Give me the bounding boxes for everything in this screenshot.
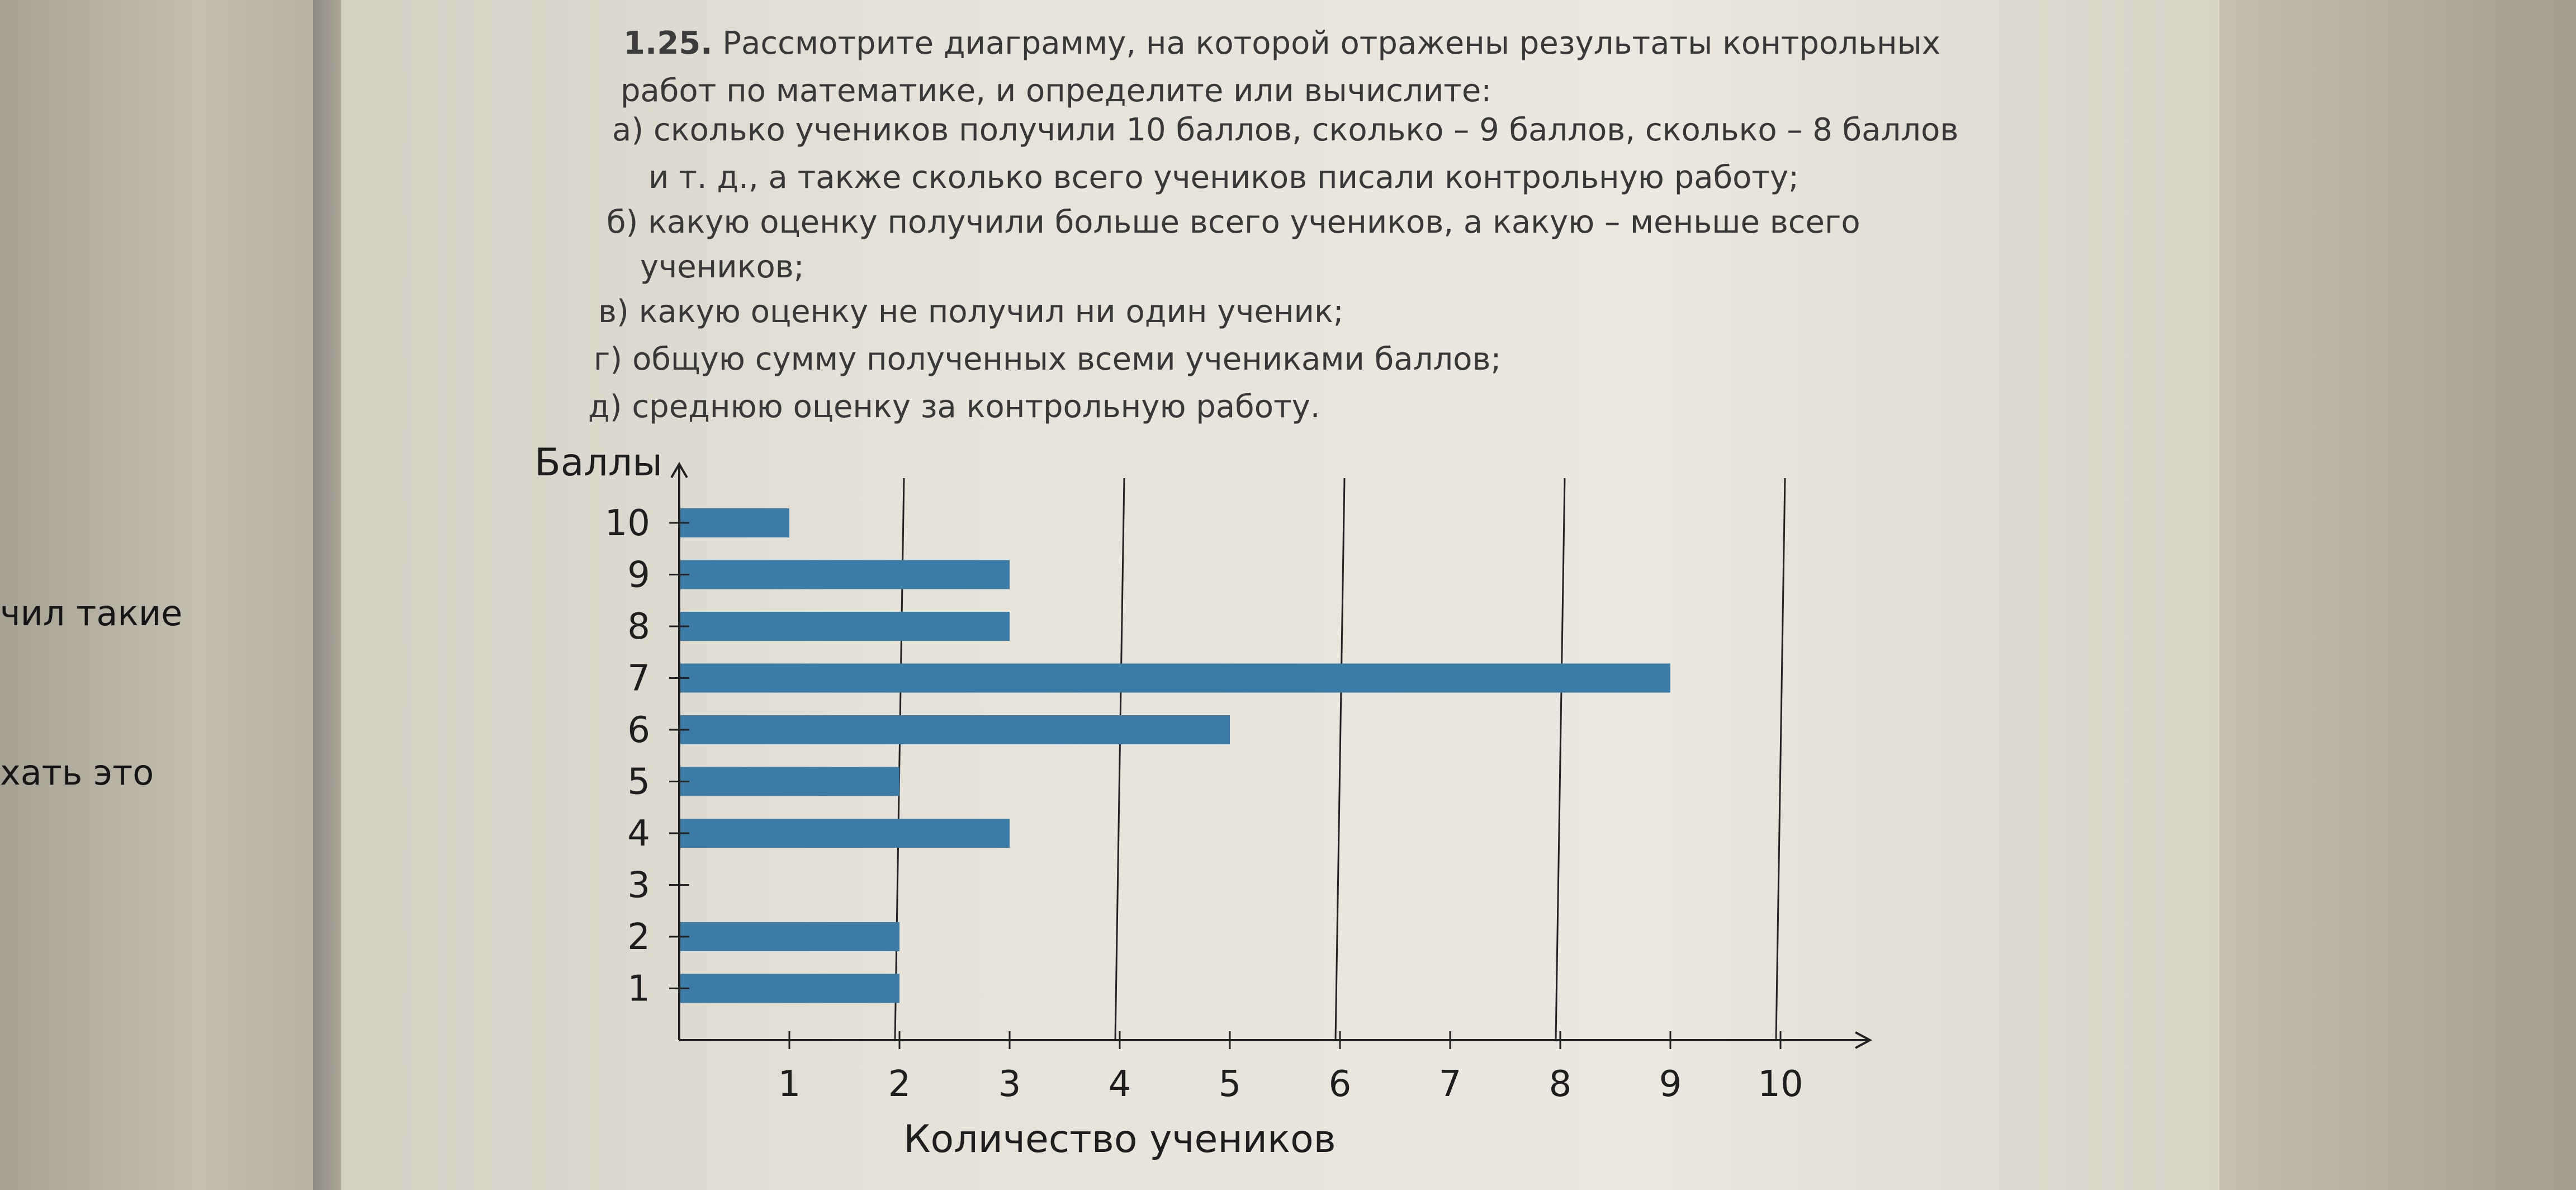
y-tick-label-6: 6: [627, 710, 650, 751]
bar-9: [679, 560, 1010, 589]
x-axis-arrow: [1855, 1031, 1873, 1049]
left-page-text-line-2: хать это: [0, 752, 154, 793]
y-tick-label-8: 8: [627, 606, 650, 648]
task-item-a-line-1: а) сколько учеников получили 10 баллов, …: [612, 112, 1959, 148]
right-page: [341, 0, 2219, 1190]
y-tick-label-9: 9: [627, 555, 650, 596]
chart-labels: 1 2 3 4 5 6 7 8 9 10 1 2 3 4 5 6 7 8 9 10 Баллы Количество уч…: [534, 441, 1803, 1161]
y-tick-label-4: 4: [627, 813, 650, 854]
y-tick-label-3: 3: [627, 865, 650, 906]
y-axis-arrow: [670, 462, 688, 479]
grid-line-x-10: [1775, 478, 1786, 1041]
x-tick-label-4: 4: [1109, 1064, 1131, 1105]
y-tick-label-2: 2: [627, 917, 650, 958]
bar-8: [679, 612, 1010, 641]
x-tick-label-3: 3: [998, 1064, 1021, 1105]
task-intro-text: Рассмотрите диаграмму, на которой отраже…: [722, 25, 1940, 62]
y-tick-label-5: 5: [627, 762, 650, 803]
x-axis-title: Количество учеников: [903, 1117, 1336, 1161]
y-axis-title: Баллы: [534, 441, 662, 485]
bar-1: [679, 974, 899, 1003]
x-tick-label-8: 8: [1549, 1064, 1572, 1105]
grid-line-x-4: [1114, 478, 1125, 1041]
x-tick-label-5: 5: [1219, 1064, 1242, 1105]
bar-6: [679, 715, 1230, 744]
task-item-d: г) общую сумму полученных всеми ученикам…: [594, 341, 1502, 377]
chart-grid: [894, 478, 1786, 1041]
task-item-e: д) среднюю оценку за контрольную работу.: [588, 389, 1320, 425]
bar-4: [679, 819, 1010, 848]
x-tick-label-7: 7: [1439, 1064, 1462, 1105]
y-tick-label-7: 7: [627, 658, 650, 700]
task-intro-line-1: 1.25. Рассмотрите диаграмму, на которой …: [623, 25, 1940, 62]
task-item-b-line-1: б) какую оценку получили больше всего уч…: [607, 204, 1860, 240]
x-tick-label-6: 6: [1329, 1064, 1352, 1105]
task-item-a-line-2: и т. д., а также сколько всего учеников …: [648, 159, 1799, 196]
bar-7: [679, 663, 1670, 693]
x-tick-label-9: 9: [1659, 1064, 1682, 1105]
bar-10: [679, 508, 789, 537]
chart-bars: [679, 508, 1670, 1003]
x-tick-label-2: 2: [888, 1064, 911, 1105]
left-page: чил такие хать это: [0, 0, 358, 1190]
task-item-b-line-2: учеников;: [640, 249, 804, 285]
left-page-text-line-1: чил такие: [0, 593, 183, 634]
task-item-c: в) какую оценку не получил ни один учени…: [598, 294, 1344, 330]
x-tick-label-1: 1: [778, 1064, 801, 1105]
bar-2: [679, 922, 899, 951]
y-tick-label-10: 10: [605, 503, 650, 544]
task-intro-line-2: работ по математике, и определите или вы…: [621, 73, 1492, 109]
grid-line-x-6: [1334, 478, 1346, 1041]
grid-line-x-8: [1555, 478, 1566, 1041]
chart-axes: [669, 462, 1873, 1049]
y-tick-label-1: 1: [627, 969, 650, 1010]
bar-5: [679, 767, 899, 796]
task-number: 1.25.: [623, 25, 713, 62]
x-tick-label-10: 10: [1758, 1064, 1803, 1105]
